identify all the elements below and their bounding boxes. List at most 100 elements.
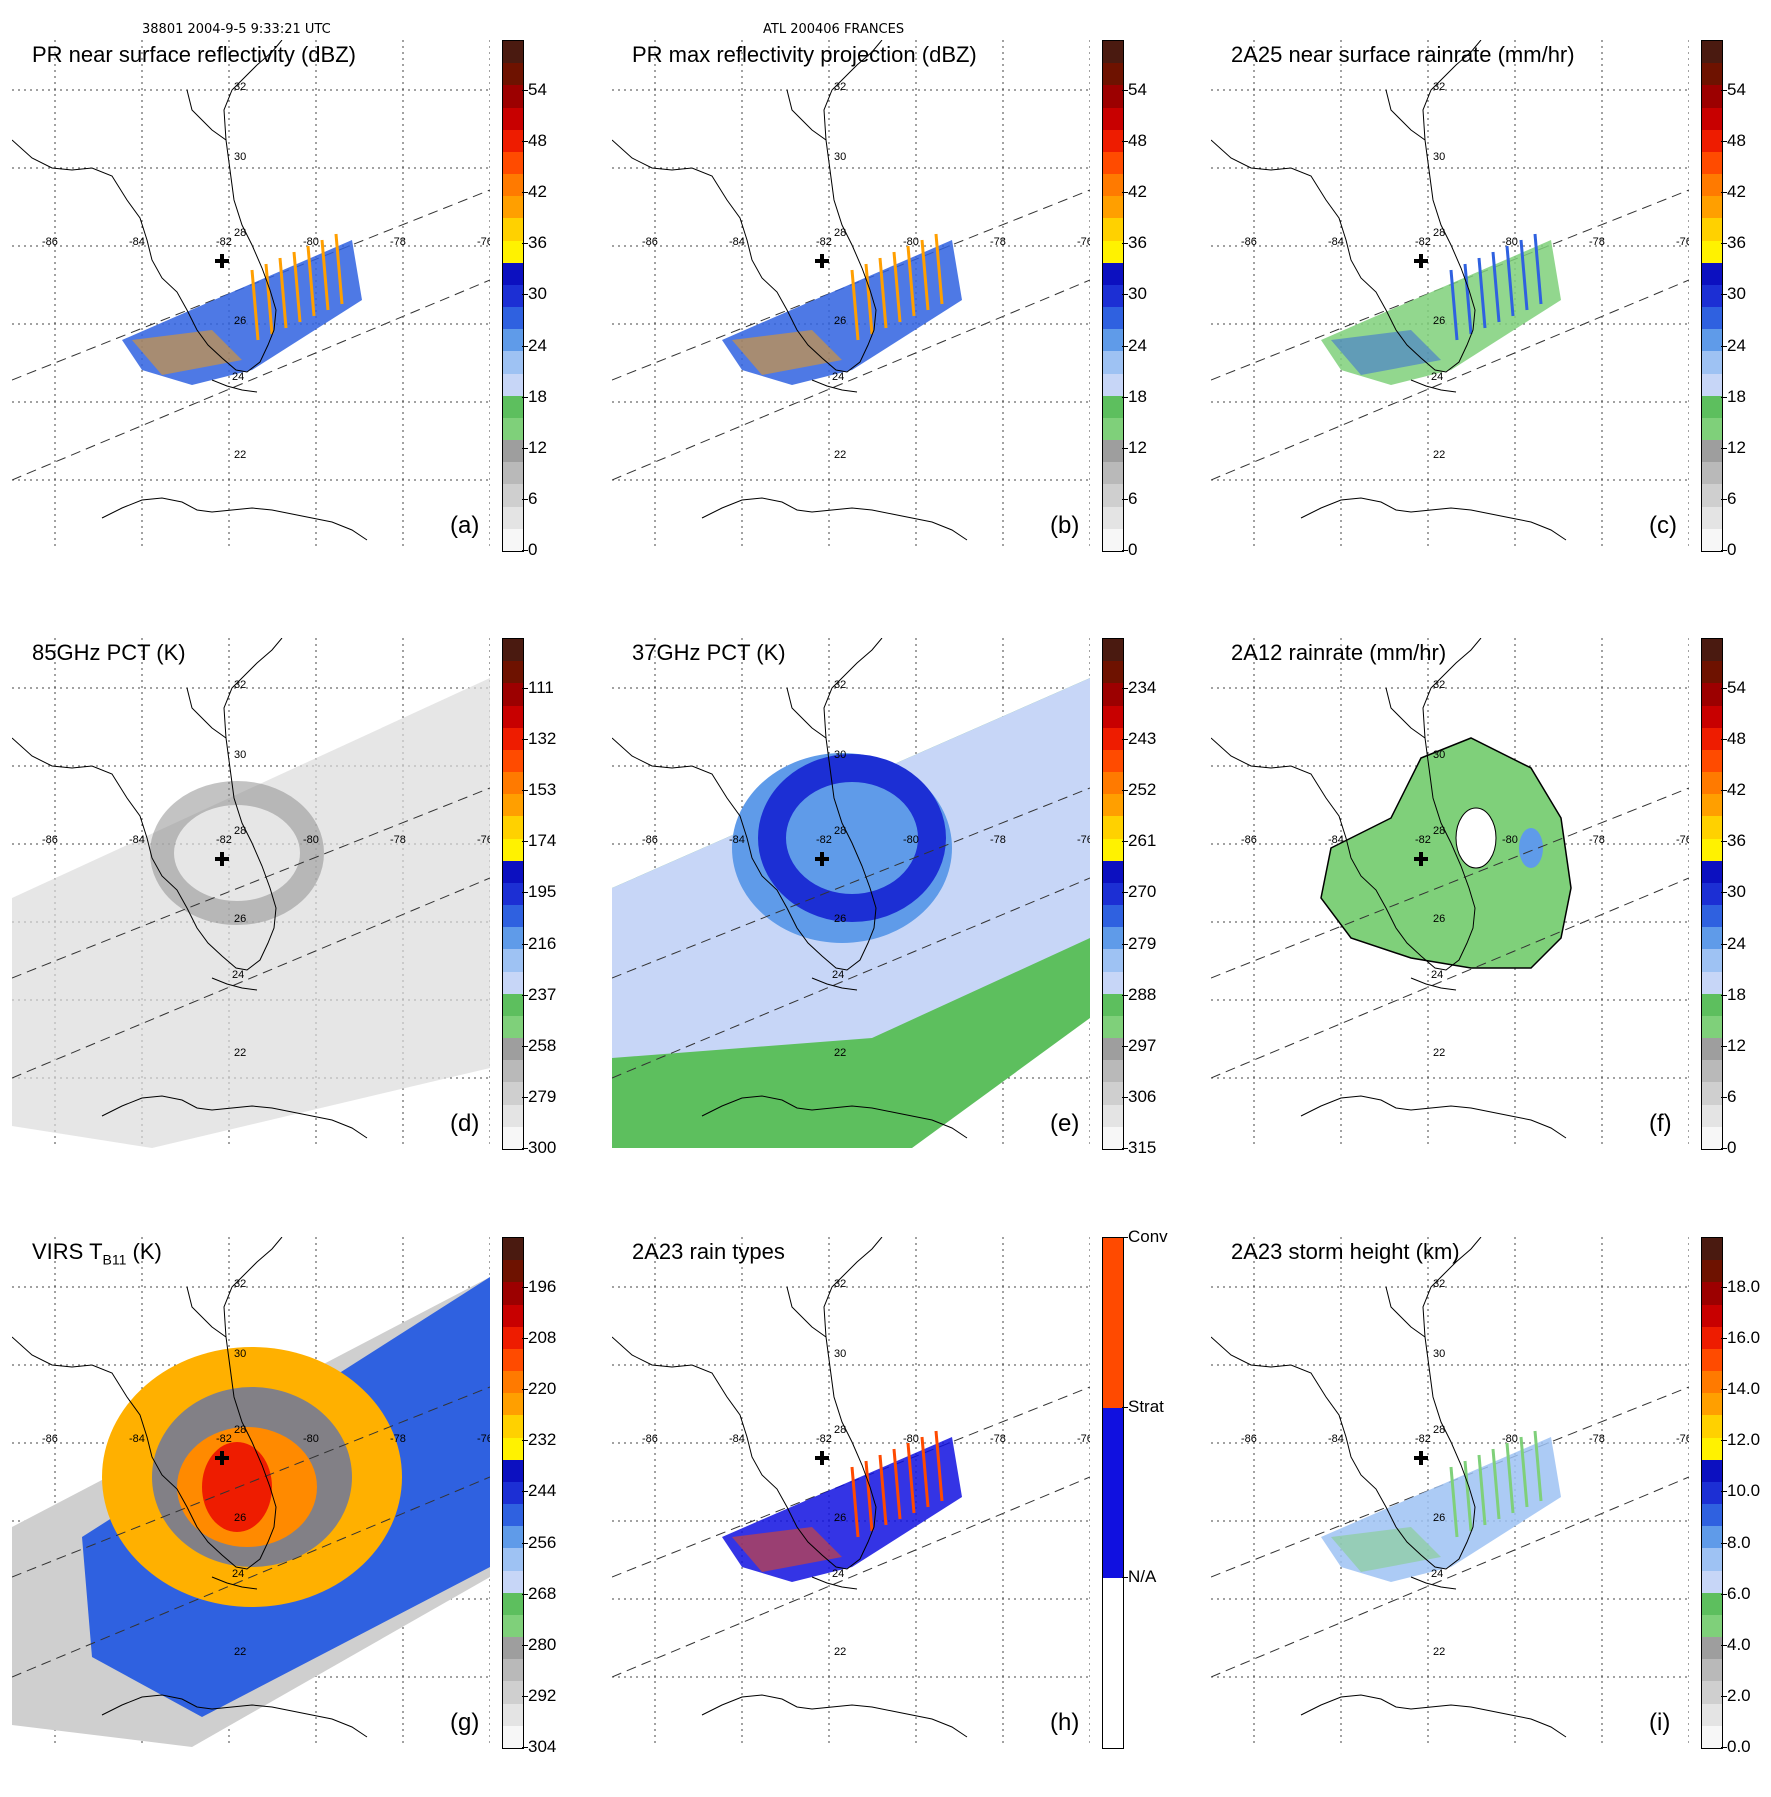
colorbar-tick: 30 (1727, 284, 1746, 304)
colorbar-tick: 36 (528, 233, 547, 253)
lon-label: -82 (1415, 834, 1431, 846)
lon-label: -84 (1328, 236, 1344, 248)
lat-label: 28 (1433, 825, 1445, 837)
lon-label: -80 (903, 236, 919, 248)
colorbar-tick: 16.0 (1727, 1328, 1761, 1348)
lon-label: -78 (1589, 236, 1605, 248)
lon-label: -80 (903, 1433, 919, 1445)
panel-label: (h) (1050, 1709, 1080, 1736)
lon-label: -82 (1415, 236, 1431, 248)
lon-label: -82 (816, 1433, 832, 1445)
lat-label: 32 (834, 81, 846, 93)
colorbar-tick: 6.0 (1727, 1583, 1751, 1603)
panel-title: 2A25 near surface rainrate (mm/hr) (1231, 42, 1575, 67)
colorbar-tick: 48 (528, 131, 547, 151)
storm-center-marker (215, 1451, 229, 1465)
panel-label: (f) (1649, 1110, 1672, 1137)
colorbar (1701, 40, 1723, 552)
colorbar-tick: 6 (528, 488, 538, 508)
colorbar-tick: 4.0 (1727, 1634, 1751, 1654)
colorbar-tick: 208 (528, 1328, 557, 1348)
panel-label: (i) (1649, 1709, 1671, 1736)
colorbar-tick: 8.0 (1727, 1532, 1751, 1552)
storm-center-marker (815, 1451, 829, 1465)
colorbar-tick: 0 (1128, 540, 1138, 559)
lon-label: -80 (1502, 834, 1518, 846)
colorbar-tick: 0.0 (1727, 1737, 1751, 1756)
lat-label: 32 (234, 81, 246, 93)
colorbar-tick: 232 (528, 1430, 557, 1450)
map-b: -86 -84 -82 -80 -78 -76 32 30 28 26 24 22 (612, 40, 1090, 550)
lat-label: 32 (234, 1278, 246, 1290)
lat-label: 30 (834, 1348, 846, 1360)
colorbar-tick: 261 (1128, 831, 1157, 851)
lat-label: 30 (234, 151, 246, 163)
colorbar-tick: 258 (528, 1035, 557, 1055)
colorbar-tick: 132 (528, 729, 557, 749)
lat-label: 30 (1433, 151, 1445, 163)
lat-label: 22 (234, 1646, 246, 1658)
lat-label: 30 (834, 151, 846, 163)
colorbar-tick: 2.0 (1727, 1685, 1751, 1705)
colorbar-tick: 30 (1727, 882, 1746, 902)
colorbar-tick: 174 (528, 831, 557, 851)
lon-label: -80 (1502, 236, 1518, 248)
panel-label: (d) (450, 1110, 480, 1137)
colorbar-tick: 12 (1727, 1035, 1746, 1055)
colorbar-tick: 18 (1727, 386, 1746, 406)
lat-label: 22 (234, 449, 246, 461)
colorbar-tick: 243 (1128, 729, 1157, 749)
map-c: -86 -84 -82 -80 -78 -76 32 30 28 26 24 22 (1211, 40, 1689, 550)
panel-label: (b) (1050, 512, 1080, 539)
lat-label: 24 (832, 1568, 844, 1580)
lon-label: -86 (642, 834, 658, 846)
lon-label: -76 (1676, 1433, 1689, 1445)
colorbar (1701, 1237, 1723, 1749)
lat-label: 30 (1433, 749, 1445, 761)
lon-label: -86 (42, 236, 58, 248)
lon-label: -76 (477, 1433, 490, 1445)
colorbar-tick: 24 (528, 335, 547, 355)
lon-label: -78 (390, 236, 406, 248)
colorbar-tick: Strat (1128, 1397, 1164, 1416)
colorbar-tick: 111 (528, 678, 554, 697)
lat-label: 22 (834, 1047, 846, 1059)
colorbar-tick: 0 (528, 540, 538, 559)
lat-label: 30 (1433, 1348, 1445, 1360)
lon-label: -78 (1589, 834, 1605, 846)
lon-label: -82 (216, 236, 232, 248)
lat-label: 28 (1433, 1424, 1445, 1436)
colorbar-tick: 315 (1128, 1138, 1157, 1157)
colorbar-tick: 279 (1128, 933, 1157, 953)
colorbar-tick: 288 (1128, 984, 1157, 1004)
storm-center-marker (1414, 1451, 1428, 1465)
panel-c: -86 -84 -82 -80 -78 -76 32 30 28 26 24 22 2A25 near … (1211, 40, 1771, 600)
colorbar (502, 1237, 524, 1749)
colorbar-tick: 30 (1128, 284, 1147, 304)
colorbar-tick: 18 (1128, 386, 1147, 406)
colorbar-tick: 6 (1727, 488, 1737, 508)
lon-label: -78 (990, 236, 1006, 248)
lat-label: 24 (1431, 371, 1443, 383)
colorbar (1102, 40, 1124, 552)
lat-label: 28 (834, 227, 846, 239)
lat-label: 26 (1433, 1512, 1445, 1524)
colorbar-tick: 18 (1727, 984, 1746, 1004)
lat-label: 26 (234, 1512, 246, 1524)
colorbar (502, 638, 524, 1150)
lon-label: -84 (729, 834, 745, 846)
lat-label: 28 (1433, 227, 1445, 239)
colorbar-tick: 6 (1727, 1086, 1737, 1106)
lat-label: 26 (234, 913, 246, 925)
map-a: -86 -84 -82 -80 -78 -76 32 30 28 26 24 22 (12, 40, 490, 550)
panel-d: -86 -84 -82 -80 -78 -76 32 30 28 26 24 22 85GHz PCT … (12, 638, 572, 1198)
panel-h: -86 -84 -82 -80 -78 -76 32 30 28 26 24 22 2A23 rain … (612, 1227, 1172, 1797)
panel-f: -86 -84 -82 -80 -78 -76 32 30 28 26 24 22 2A12 rainr… (1211, 638, 1771, 1198)
colorbar-tick: 24 (1727, 933, 1746, 953)
colorbar-tick: 279 (528, 1086, 557, 1106)
lat-label: 30 (834, 749, 846, 761)
colorbar (1701, 638, 1723, 1150)
storm-center-marker (1414, 852, 1428, 866)
lat-label: 28 (834, 825, 846, 837)
lon-label: -82 (816, 236, 832, 248)
